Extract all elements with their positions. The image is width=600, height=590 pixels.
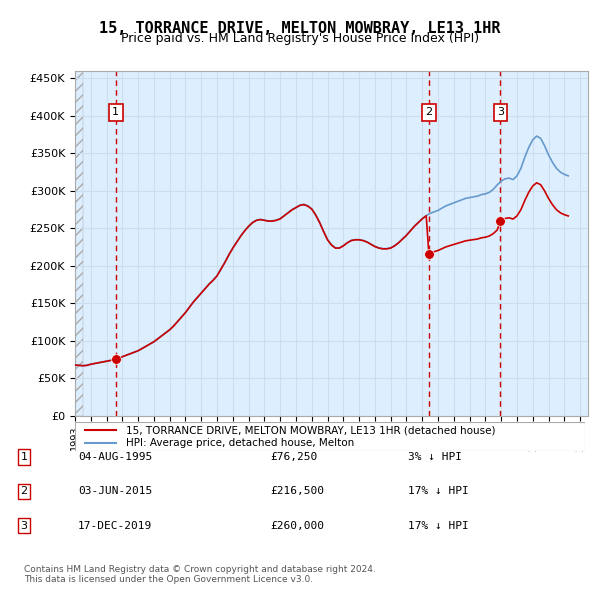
Text: Price paid vs. HM Land Registry's House Price Index (HPI): Price paid vs. HM Land Registry's House … xyxy=(121,32,479,45)
Text: 2: 2 xyxy=(20,487,28,496)
Text: 04-AUG-1995: 04-AUG-1995 xyxy=(78,453,152,462)
Text: 15, TORRANCE DRIVE, MELTON MOWBRAY, LE13 1HR (detached house): 15, TORRANCE DRIVE, MELTON MOWBRAY, LE13… xyxy=(126,425,496,435)
Text: 1: 1 xyxy=(20,453,28,462)
Text: 1: 1 xyxy=(112,107,119,117)
Text: 17-DEC-2019: 17-DEC-2019 xyxy=(78,521,152,530)
Text: 2: 2 xyxy=(425,107,433,117)
Text: HPI: Average price, detached house, Melton: HPI: Average price, detached house, Melt… xyxy=(126,438,354,448)
Text: 15, TORRANCE DRIVE, MELTON MOWBRAY, LE13 1HR: 15, TORRANCE DRIVE, MELTON MOWBRAY, LE13… xyxy=(99,21,501,35)
Text: 03-JUN-2015: 03-JUN-2015 xyxy=(78,487,152,496)
FancyBboxPatch shape xyxy=(75,422,585,451)
Text: 3% ↓ HPI: 3% ↓ HPI xyxy=(408,453,462,462)
Text: £216,500: £216,500 xyxy=(270,487,324,496)
Text: 3: 3 xyxy=(20,521,28,530)
Text: Contains HM Land Registry data © Crown copyright and database right 2024.
This d: Contains HM Land Registry data © Crown c… xyxy=(24,565,376,584)
Text: £76,250: £76,250 xyxy=(270,453,317,462)
Text: 17% ↓ HPI: 17% ↓ HPI xyxy=(408,487,469,496)
Text: 17% ↓ HPI: 17% ↓ HPI xyxy=(408,521,469,530)
Text: 3: 3 xyxy=(497,107,504,117)
Text: £260,000: £260,000 xyxy=(270,521,324,530)
